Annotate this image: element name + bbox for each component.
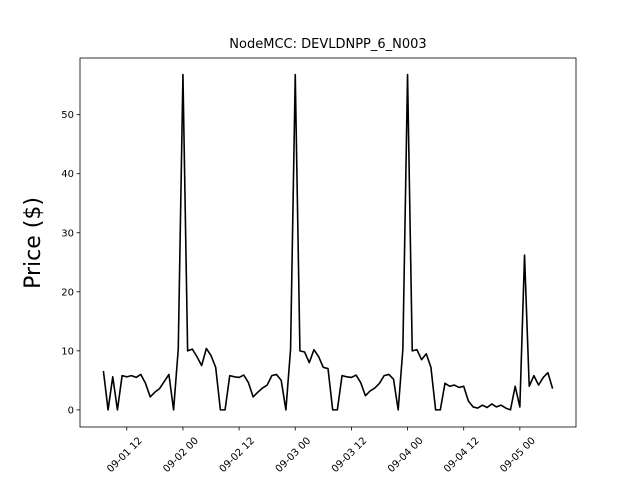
y-tick-label: 40	[61, 169, 74, 180]
y-tick-label: 30	[61, 228, 74, 239]
y-tick-label: 0	[68, 405, 74, 416]
y-tick-label: 20	[61, 287, 74, 298]
y-axis-label: Price ($)	[21, 197, 46, 289]
data-line	[102, 73, 554, 411]
y-tick-label: 10	[61, 346, 74, 357]
plot-frame	[79, 57, 577, 428]
chart-title: NodeMCC: DEVLDNPP_6_N003	[229, 37, 426, 52]
y-tick-label: 50	[61, 110, 74, 121]
